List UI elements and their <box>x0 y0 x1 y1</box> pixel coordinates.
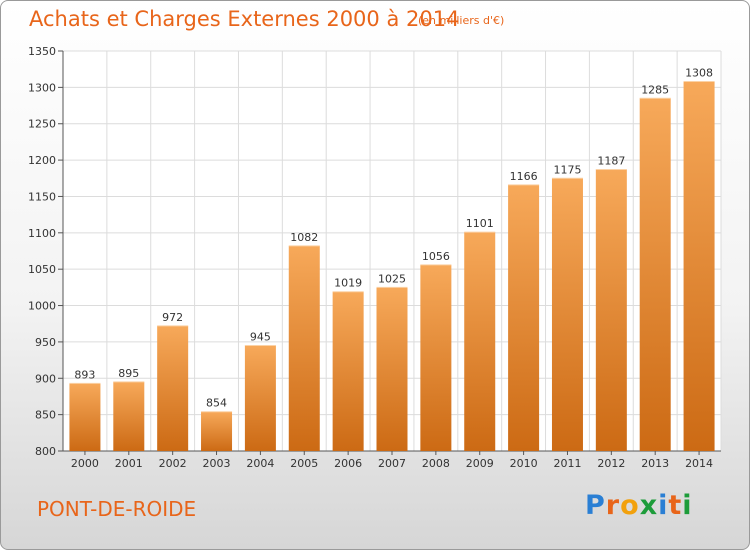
bar <box>201 411 233 451</box>
x-tick-label: 2003 <box>203 457 231 470</box>
y-tick-label: 1300 <box>28 81 56 94</box>
data-label: 1101 <box>466 217 494 230</box>
bar <box>595 169 627 451</box>
x-tick-label: 2010 <box>510 457 538 470</box>
y-tick-label: 900 <box>35 372 56 385</box>
x-tick-label: 2012 <box>597 457 625 470</box>
y-tick-label: 1050 <box>28 263 56 276</box>
y-tick-label: 1200 <box>28 154 56 167</box>
bar <box>244 345 276 451</box>
data-label: 895 <box>118 367 139 380</box>
y-tick-label: 850 <box>35 409 56 422</box>
x-tick-label: 2002 <box>159 457 187 470</box>
data-label: 1056 <box>422 250 450 263</box>
y-tick-label: 800 <box>35 445 56 458</box>
x-tick-label: 2001 <box>115 457 143 470</box>
bar <box>464 232 496 451</box>
city-label: PONT-DE-ROIDE <box>37 497 197 521</box>
logo-letter: x <box>639 490 659 521</box>
data-label: 1166 <box>510 170 538 183</box>
bar <box>157 325 189 451</box>
data-label: 1082 <box>290 231 318 244</box>
x-tick-label: 2004 <box>246 457 274 470</box>
y-tick-label: 1350 <box>28 45 56 58</box>
data-label: 854 <box>206 397 227 410</box>
y-tick-label: 1250 <box>28 118 56 131</box>
logo-letter: r <box>605 490 621 521</box>
data-label: 945 <box>250 331 271 344</box>
logo-letter: i <box>682 490 693 521</box>
y-tick-label: 950 <box>35 336 56 349</box>
data-label: 1175 <box>553 163 581 176</box>
x-tick-label: 2006 <box>334 457 362 470</box>
proxiti-logo: Proxiti <box>585 490 693 521</box>
bar <box>332 291 364 451</box>
y-tick-label: 1150 <box>28 190 56 203</box>
bar <box>288 245 320 451</box>
y-tick-label: 1000 <box>28 300 56 313</box>
bar <box>113 381 145 451</box>
chart-title: Achats et Charges Externes 2000 à 2014 <box>29 7 460 31</box>
x-tick-label: 2008 <box>422 457 450 470</box>
data-label: 1187 <box>597 155 625 168</box>
bar <box>376 287 408 451</box>
data-label: 1019 <box>334 277 362 290</box>
data-label: 972 <box>162 311 183 324</box>
bar <box>683 81 715 451</box>
logo-letter: i <box>658 490 669 521</box>
bar <box>508 184 540 451</box>
logo-letter: P <box>585 490 606 521</box>
data-label: 1308 <box>685 67 713 80</box>
bar <box>69 383 101 451</box>
x-tick-label: 2005 <box>290 457 318 470</box>
bar <box>420 264 452 451</box>
logo-letter: t <box>668 490 683 521</box>
x-tick-label: 2014 <box>685 457 713 470</box>
bar <box>639 98 671 451</box>
data-label: 1285 <box>641 83 669 96</box>
data-label: 1025 <box>378 272 406 285</box>
logo-letter: o <box>620 490 640 521</box>
x-tick-label: 2007 <box>378 457 406 470</box>
x-tick-label: 2000 <box>71 457 99 470</box>
bar <box>551 178 583 452</box>
chart-subtitle: (en milliers d'€) <box>418 14 505 27</box>
x-tick-label: 2013 <box>641 457 669 470</box>
x-tick-label: 2009 <box>466 457 494 470</box>
x-tick-label: 2011 <box>553 457 581 470</box>
data-label: 893 <box>74 368 95 381</box>
y-tick-label: 1100 <box>28 227 56 240</box>
